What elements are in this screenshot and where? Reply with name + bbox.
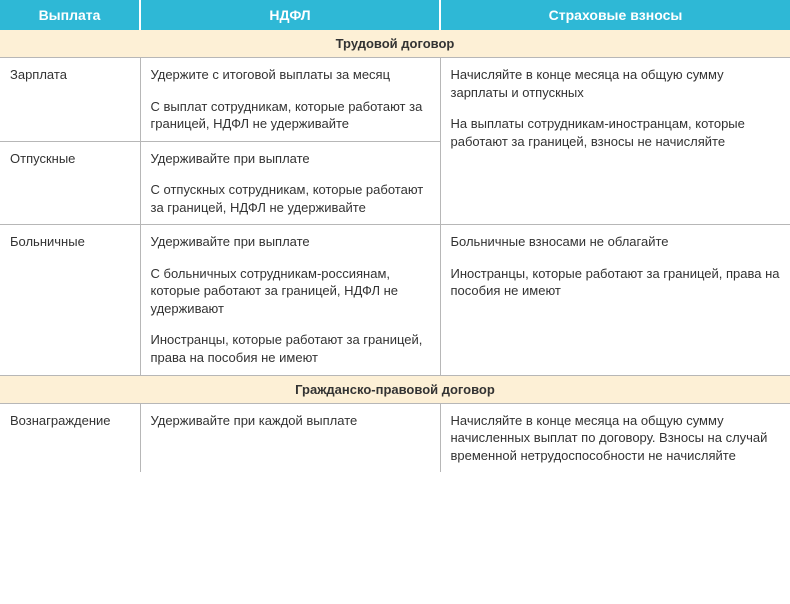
cell-paragraph: Удерживайте при выплате (151, 233, 430, 251)
cell-paragraph: Начисляйте в конце месяца на общую сумму… (451, 66, 781, 101)
section-labor-contract: Трудовой договор (0, 30, 790, 58)
cell-paragraph: С больничных сотрудникам-россиянам, кото… (151, 265, 430, 318)
ndfl-cell: Удерживайте при выплате С больничных сот… (140, 225, 440, 375)
cell-paragraph: Удержите с итоговой выплаты за месяц (151, 66, 430, 84)
table-row: Зарплата Удержите с итоговой выплаты за … (0, 58, 790, 142)
header-ndfl: НДФЛ (140, 0, 440, 30)
cell-paragraph: Удерживайте при выплате (151, 150, 430, 168)
row-label: Зарплата (0, 58, 140, 142)
table-row: Больничные Удерживайте при выплате С бол… (0, 225, 790, 375)
contributions-cell: Начисляйте в конце месяца на общую сумму… (440, 58, 790, 225)
table-row: Вознаграждение Удерживайте при каждой вы… (0, 403, 790, 472)
row-label: Отпускные (0, 141, 140, 225)
contributions-cell: Больничные взносами не облагайте Иностра… (440, 225, 790, 375)
ndfl-cell: Удержите с итоговой выплаты за месяц С в… (140, 58, 440, 142)
cell-paragraph: Начисляйте в конце месяца на общую сумму… (451, 412, 781, 465)
ndfl-cell: Удерживайте при выплате С отпускных сотр… (140, 141, 440, 225)
header-contributions: Страховые взносы (440, 0, 790, 30)
cell-paragraph: С отпускных сотрудникам, которые работаю… (151, 181, 430, 216)
row-label: Вознаграждение (0, 403, 140, 472)
row-label: Больничные (0, 225, 140, 375)
header-payment: Выплата (0, 0, 140, 30)
contributions-cell: Начисляйте в конце месяца на общую сумму… (440, 403, 790, 472)
cell-paragraph: С выплат сотрудникам, которые работают з… (151, 98, 430, 133)
cell-paragraph: На выплаты сотрудникам-иностранцам, кото… (451, 115, 781, 150)
ndfl-cell: Удерживайте при каждой выплате (140, 403, 440, 472)
section-civil-contract: Гражданско-правовой договор (0, 375, 790, 403)
cell-paragraph: Больничные взносами не облагайте (451, 233, 781, 251)
section-title: Трудовой договор (0, 30, 790, 58)
header-row: Выплата НДФЛ Страховые взносы (0, 0, 790, 30)
cell-paragraph: Удерживайте при каждой выплате (151, 412, 430, 430)
tax-table: Выплата НДФЛ Страховые взносы Трудовой д… (0, 0, 790, 472)
cell-paragraph: Иностранцы, которые работают за границей… (151, 331, 430, 366)
cell-paragraph: Иностранцы, которые работают за границей… (451, 265, 781, 300)
section-title: Гражданско-правовой договор (0, 375, 790, 403)
